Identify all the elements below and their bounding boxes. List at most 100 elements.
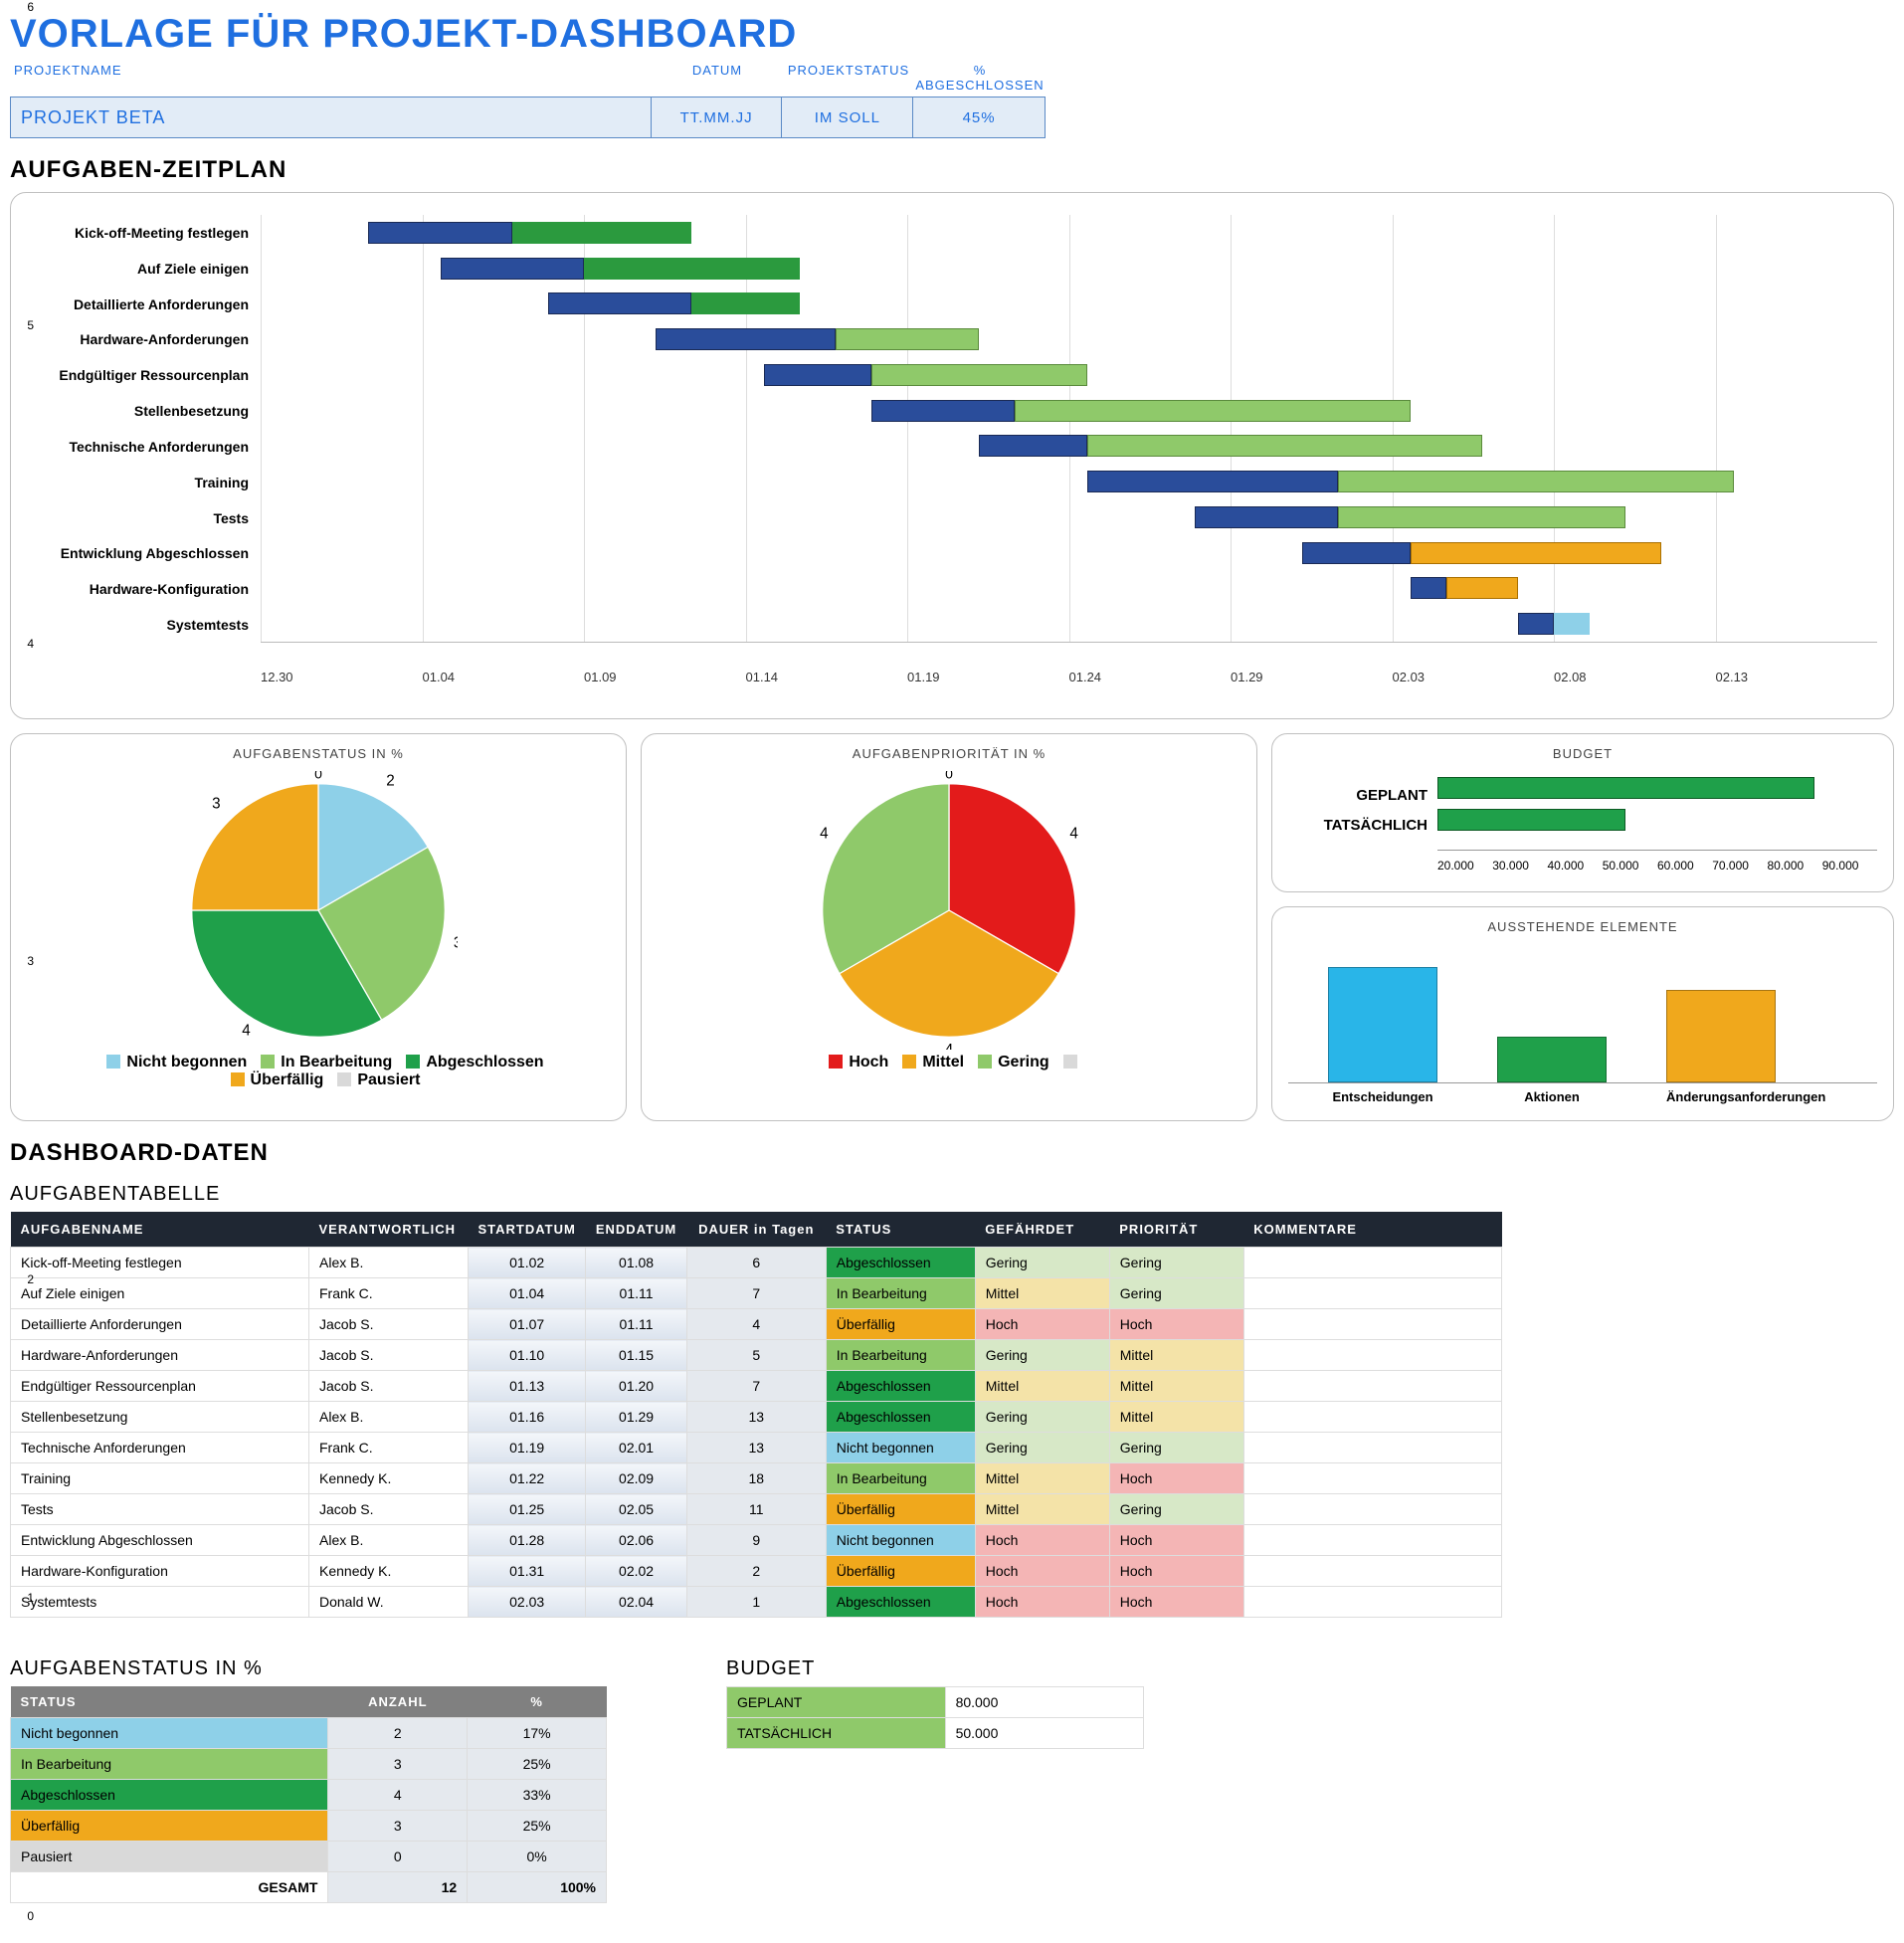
pending-y-axis: 0123456 (10, 0, 34, 1923)
task-row[interactable]: Auf Ziele einigenFrank C.01.0401.117In B… (11, 1278, 1502, 1309)
gantt-bar (871, 400, 1015, 422)
budget-x-tick: 90.000 (1822, 859, 1877, 873)
task-status: Überfällig (826, 1556, 975, 1587)
task-start: 02.03 (469, 1587, 586, 1618)
gantt-bar (656, 328, 836, 350)
label-projectname: PROJEKTNAME (10, 63, 652, 93)
budget-label: GEPLANT (727, 1687, 946, 1718)
task-comment[interactable] (1243, 1248, 1501, 1278)
status-pct: 33% (468, 1780, 607, 1811)
pending-bar-label: Aktionen (1497, 1089, 1607, 1104)
budget-x-axis: 20.00030.00040.00050.00060.00070.00080.0… (1437, 859, 1877, 873)
task-priority: Gering (1109, 1494, 1243, 1525)
task-start: 01.31 (469, 1556, 586, 1587)
task-duration: 1 (686, 1587, 826, 1618)
pending-y-tick: 1 (10, 1591, 34, 1605)
task-comment[interactable] (1243, 1525, 1501, 1556)
pie-priority-chart: 4440 (810, 771, 1088, 1050)
gantt-row (261, 433, 1877, 459)
meta-pct[interactable]: 45% (913, 97, 1045, 137)
gantt-bar (764, 364, 871, 386)
task-comment[interactable] (1243, 1371, 1501, 1402)
task-status: Nicht begonnen (826, 1525, 975, 1556)
task-priority: Mittel (1109, 1340, 1243, 1371)
task-comment[interactable] (1243, 1556, 1501, 1587)
task-comment[interactable] (1243, 1463, 1501, 1494)
task-column-header: DAUER in Tagen (686, 1212, 826, 1248)
task-risk: Mittel (975, 1371, 1109, 1402)
legend-swatch (106, 1055, 120, 1069)
legend-swatch (829, 1055, 843, 1069)
task-comment[interactable] (1243, 1278, 1501, 1309)
status-count: 0 (328, 1842, 468, 1872)
task-risk: Hoch (975, 1309, 1109, 1340)
budget-row-labels: GEPLANTTATSÄCHLICH (1288, 781, 1437, 841)
legend-label: Gering (998, 1054, 1049, 1070)
task-end: 01.29 (586, 1402, 686, 1433)
task-owner: Kennedy K. (309, 1556, 469, 1587)
task-priority: Hoch (1109, 1587, 1243, 1618)
pending-y-tick: 5 (10, 318, 34, 332)
task-comment[interactable] (1243, 1340, 1501, 1371)
task-owner: Alex B. (309, 1525, 469, 1556)
gantt-bar (1338, 506, 1625, 528)
task-row[interactable]: Hardware-AnforderungenJacob S.01.1001.15… (11, 1340, 1502, 1371)
task-name: Auf Ziele einigen (11, 1278, 309, 1309)
task-risk: Gering (975, 1340, 1109, 1371)
gantt-bar (871, 364, 1087, 386)
task-comment[interactable] (1243, 1433, 1501, 1463)
meta-header-labels: PROJEKTNAME DATUM PROJEKTSTATUS % ABGESC… (10, 63, 1894, 93)
task-start: 01.28 (469, 1525, 586, 1556)
gantt-bar (691, 292, 799, 314)
legend-swatch (902, 1055, 916, 1069)
meta-status[interactable]: IM SOLL (782, 97, 913, 137)
task-comment[interactable] (1243, 1587, 1501, 1618)
meta-projectname[interactable]: PROJEKT BETA (11, 97, 652, 137)
task-row[interactable]: Technische AnforderungenFrank C.01.1902.… (11, 1433, 1502, 1463)
gantt-bar (1087, 471, 1339, 492)
gantt-row-label: Hardware-Konfiguration (27, 581, 249, 597)
budget-row: TATSÄCHLICH50.000 (727, 1718, 1144, 1749)
gantt-row-label: Hardware-Anforderungen (27, 331, 249, 347)
status-count: 3 (328, 1749, 468, 1780)
sub-status-summary-heading: AUFGABENSTATUS IN % (10, 1657, 607, 1680)
legend-swatch (406, 1055, 420, 1069)
gantt-bar (1446, 577, 1518, 599)
task-row[interactable]: Kick-off-Meeting festlegenAlex B.01.0201… (11, 1248, 1502, 1278)
task-risk: Mittel (975, 1278, 1109, 1309)
legend-label: Überfällig (251, 1071, 324, 1088)
status-col-header: % (468, 1686, 607, 1718)
budget-value: 50.000 (945, 1718, 1143, 1749)
task-owner: Donald W. (309, 1587, 469, 1618)
status-pct: 25% (468, 1811, 607, 1842)
task-row[interactable]: SystemtestsDonald W.02.0302.041Abgeschlo… (11, 1587, 1502, 1618)
task-row[interactable]: TrainingKennedy K.01.2202.0918In Bearbei… (11, 1463, 1502, 1494)
task-row[interactable]: Endgültiger RessourcenplanJacob S.01.130… (11, 1371, 1502, 1402)
task-status: Abgeschlossen (826, 1371, 975, 1402)
status-label: Nicht begonnen (11, 1718, 328, 1749)
task-row[interactable]: TestsJacob S.01.2502.0511ÜberfälligMitte… (11, 1494, 1502, 1525)
task-comment[interactable] (1243, 1494, 1501, 1525)
status-pct: 25% (468, 1749, 607, 1780)
pie-status-title: AUFGABENSTATUS IN % (27, 746, 610, 761)
gantt-row-label: Stellenbesetzung (27, 403, 249, 419)
task-row[interactable]: Detaillierte AnforderungenJacob S.01.070… (11, 1309, 1502, 1340)
gantt-row-label: Technische Anforderungen (27, 439, 249, 455)
task-comment[interactable] (1243, 1402, 1501, 1433)
task-name: Technische Anforderungen (11, 1433, 309, 1463)
task-row[interactable]: StellenbesetzungAlex B.01.1601.2913Abges… (11, 1402, 1502, 1433)
task-owner: Jacob S. (309, 1494, 469, 1525)
task-row[interactable]: Entwicklung AbgeschlossenAlex B.01.2802.… (11, 1525, 1502, 1556)
budget-bar (1437, 809, 1625, 831)
status-count: 2 (328, 1718, 468, 1749)
legend-label: Abgeschlossen (426, 1054, 543, 1070)
task-duration: 6 (686, 1248, 826, 1278)
pie-slice-value: 4 (1069, 825, 1078, 842)
gantt-row (261, 469, 1877, 494)
meta-date[interactable]: TT.MM.JJ (652, 97, 783, 137)
task-comment[interactable] (1243, 1309, 1501, 1340)
pending-bar (1666, 990, 1776, 1082)
pending-y-tick: 3 (10, 954, 34, 968)
gantt-bar (584, 258, 800, 280)
task-row[interactable]: Hardware-KonfigurationKennedy K.01.3102.… (11, 1556, 1502, 1587)
